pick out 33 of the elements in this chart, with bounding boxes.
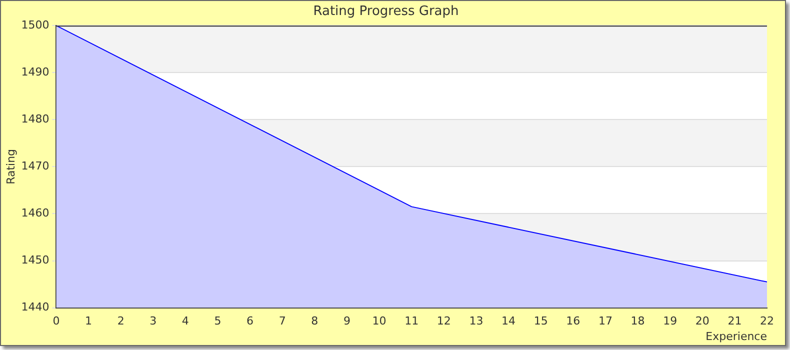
x-tick-label: 21 bbox=[728, 314, 742, 328]
x-tick-label: 0 bbox=[52, 314, 60, 328]
x-tick-label: 1 bbox=[85, 314, 92, 328]
x-tick-label: 4 bbox=[182, 314, 189, 328]
x-tick-label: 17 bbox=[598, 314, 612, 328]
x-tick-label: 3 bbox=[150, 314, 157, 328]
x-tick-label: 2 bbox=[117, 314, 124, 328]
x-tick-label: 16 bbox=[566, 314, 580, 328]
x-tick-label: 10 bbox=[372, 314, 386, 328]
y-axis-title: Rating bbox=[4, 148, 18, 184]
y-tick-label: 1480 bbox=[21, 112, 50, 126]
x-tick-label: 15 bbox=[534, 314, 548, 328]
y-tick-label: 1440 bbox=[21, 300, 50, 314]
x-tick-label: 11 bbox=[404, 314, 419, 328]
x-tick-label: 13 bbox=[469, 314, 484, 328]
x-tick-label: 22 bbox=[760, 314, 774, 328]
y-tick-label: 1470 bbox=[21, 160, 50, 173]
x-tick-label: 19 bbox=[663, 314, 678, 328]
y-tick-label: 1450 bbox=[21, 254, 50, 267]
x-tick-label: 7 bbox=[278, 314, 286, 328]
x-tick-label: 18 bbox=[630, 314, 645, 328]
x-tick-label: 8 bbox=[311, 314, 318, 328]
y-tick-label: 1490 bbox=[21, 65, 50, 78]
x-tick-label: 12 bbox=[436, 314, 451, 328]
x-tick-label: 9 bbox=[343, 314, 350, 328]
x-tick-label: 20 bbox=[695, 314, 710, 328]
x-tick-label: 5 bbox=[214, 314, 222, 328]
x-axis-title: Experience bbox=[706, 330, 768, 344]
chart-title: Rating Progress Graph bbox=[313, 4, 459, 20]
x-tick-label: 6 bbox=[246, 314, 254, 328]
x-tick-label: 14 bbox=[502, 314, 516, 328]
y-tick-label: 1460 bbox=[21, 206, 50, 220]
y-tick-label: 1500 bbox=[21, 18, 50, 32]
